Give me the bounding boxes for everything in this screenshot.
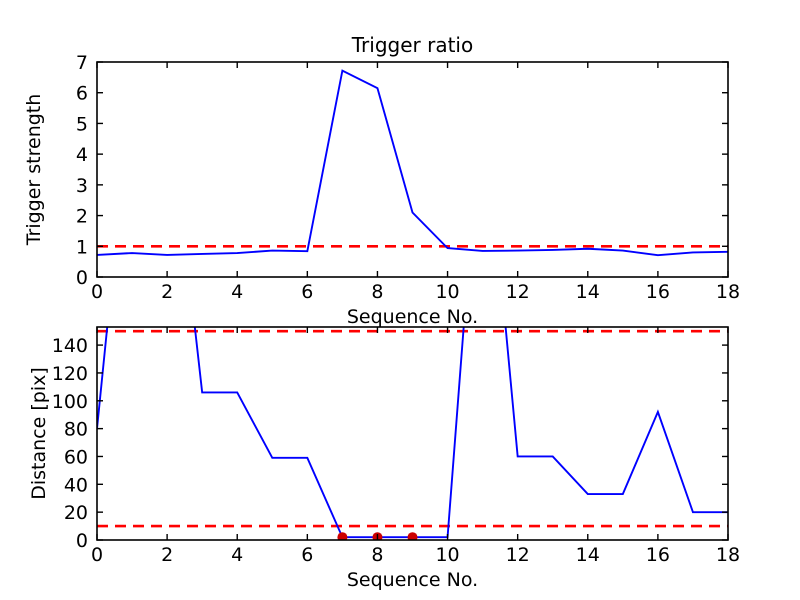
- x-tick-label: 14: [576, 544, 600, 566]
- y-tick-label: 7: [76, 52, 88, 74]
- x-tick-label: 10: [435, 281, 459, 303]
- y-tick-label: 6: [76, 83, 88, 105]
- x-tick-label: 0: [91, 544, 103, 566]
- y-tick-label: 1: [76, 236, 88, 258]
- x-tick-label: 4: [231, 544, 243, 566]
- x-tick-label: 4: [231, 281, 243, 303]
- y-tick-label: 4: [76, 144, 88, 166]
- x-tick-label: 8: [371, 281, 383, 303]
- y-tick-label: 3: [76, 175, 88, 197]
- plot-area-background: [97, 327, 728, 540]
- x-tick-label: 16: [646, 281, 670, 303]
- y-axis-label: Distance [pix]: [28, 367, 50, 500]
- y-tick-label: 120: [52, 363, 88, 385]
- y-tick-label: 2: [76, 206, 88, 228]
- plot-content: [97, 69, 728, 257]
- x-tick-label: 8: [371, 544, 383, 566]
- y-tick-label: 20: [64, 502, 88, 524]
- x-tick-label: 0: [91, 281, 103, 303]
- x-tick-label: 2: [161, 281, 173, 303]
- x-axis-label: Sequence No.: [347, 569, 478, 591]
- data-marker-3: [407, 532, 418, 540]
- y-axis-label: Trigger strength: [23, 94, 45, 247]
- plot-area-background: [97, 62, 728, 277]
- y-tick-label: 5: [76, 113, 88, 135]
- axes-spines: [96, 61, 729, 278]
- x-tick-label: 6: [301, 281, 313, 303]
- x-tick-label: 12: [506, 281, 530, 303]
- axes-distance: 0 2 4 6 8 10 12 14 16 18020406080100120140Distanc…: [28, 326, 740, 591]
- y-tick-label: 140: [52, 335, 88, 357]
- data-series-1: [97, 69, 728, 257]
- y-tick-label: 80: [64, 419, 88, 441]
- y-tick-label: 100: [52, 391, 88, 413]
- data-marker-1: [337, 532, 348, 540]
- x-tick-label: 18: [716, 281, 740, 303]
- axes-spines: [96, 326, 729, 541]
- y-tick-label: 0: [76, 267, 88, 289]
- x-tick-label: 18: [716, 544, 740, 566]
- x-tick-label: 2: [161, 544, 173, 566]
- x-tick-label: 14: [576, 281, 600, 303]
- y-tick-label: 60: [64, 446, 88, 468]
- x-tick-label: 10: [435, 544, 459, 566]
- plot-content: [97, 327, 728, 540]
- x-axis-label: Sequence No.: [347, 306, 478, 328]
- y-tick-label: 40: [64, 474, 88, 496]
- chart-title: Trigger ratio: [351, 33, 473, 57]
- y-tick-label: 0: [76, 530, 88, 552]
- x-tick-label: 16: [646, 544, 670, 566]
- x-tick-label: 12: [506, 544, 530, 566]
- x-tick-label: 6: [301, 544, 313, 566]
